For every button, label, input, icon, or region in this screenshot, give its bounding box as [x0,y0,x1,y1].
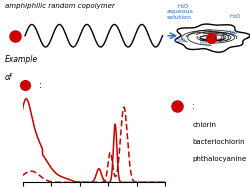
Text: aqueous
solution: aqueous solution [166,9,193,20]
Text: H$_2$O: H$_2$O [199,39,211,48]
Text: Example: Example [5,55,38,64]
Text: H$_2$O: H$_2$O [229,12,241,21]
Text: chlorin: chlorin [192,122,216,128]
Text: H$_2$O: H$_2$O [174,36,186,45]
Text: H$_2$O: H$_2$O [178,2,190,11]
Text: bacteriochlorin: bacteriochlorin [192,139,245,145]
Text: H$_2$O: H$_2$O [226,28,239,37]
Text: :: : [39,80,42,90]
Text: amphiphilic random copolymer: amphiphilic random copolymer [5,3,115,9]
Text: :: : [192,102,195,111]
Text: phthalocyanine: phthalocyanine [192,156,246,162]
Text: of: of [5,73,12,82]
